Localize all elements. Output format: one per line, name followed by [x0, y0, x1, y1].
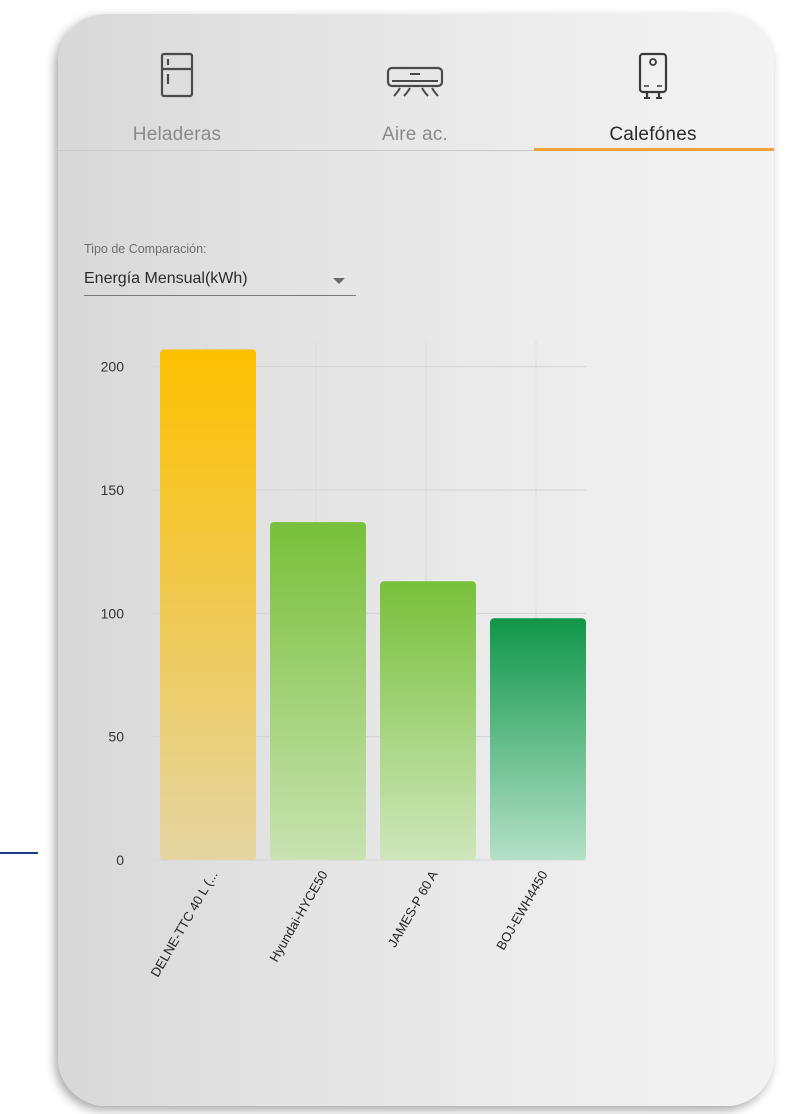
bar[interactable]	[270, 522, 366, 860]
select-value: Energía Mensual(kWh)	[84, 270, 248, 287]
tab-label: Calefónes	[609, 124, 697, 145]
x-tick-label: BOJ-EWH4450	[493, 868, 550, 952]
bar-chart: 0 50 100 150 200 DELNE-TTC 40 L (... Hyundai-…	[101, 342, 586, 980]
select-underline	[84, 295, 356, 296]
chart-bars	[160, 349, 586, 860]
tab-heladeras[interactable]: Heladeras	[58, 14, 296, 152]
bar[interactable]	[490, 618, 586, 860]
comparison-card: Heladeras Aire ac.	[58, 14, 774, 1106]
blue-line	[0, 852, 38, 854]
bar[interactable]	[160, 349, 256, 860]
bar[interactable]	[380, 581, 476, 860]
active-tab-indicator	[534, 148, 774, 151]
y-tick-label: 100	[101, 605, 125, 621]
water-heater-icon	[638, 52, 668, 105]
comparison-type-select[interactable]: Tipo de Comparación: Energía Mensual(kWh…	[84, 242, 356, 298]
category-tabs: Heladeras Aire ac.	[58, 14, 774, 152]
x-tick-label: JAMES-P 60 A	[385, 868, 441, 950]
dropdown-arrow-icon[interactable]	[333, 278, 345, 284]
air-conditioner-icon	[386, 66, 444, 105]
y-axis-ticks: 0 50 100 150 200	[101, 359, 125, 868]
x-tick-label: Hyundai-HYCE50	[266, 868, 330, 964]
tab-label: Heladeras	[132, 124, 222, 145]
tab-divider	[58, 150, 774, 151]
x-tick-label: DELNE-TTC 40 L (...	[148, 868, 221, 980]
tab-aire[interactable]: Aire ac.	[296, 14, 534, 152]
y-tick-label: 200	[101, 359, 125, 375]
y-tick-label: 0	[116, 852, 124, 868]
refrigerator-icon	[160, 52, 194, 103]
tab-calefones[interactable]: Calefónes	[534, 14, 772, 152]
y-tick-label: 150	[101, 482, 125, 498]
x-axis-labels: DELNE-TTC 40 L (... Hyundai-HYCE50 JAMES-P…	[148, 868, 551, 980]
y-tick-label: 50	[108, 729, 124, 745]
tab-label: Aire ac.	[381, 124, 448, 145]
select-caption: Tipo de Comparación:	[84, 242, 207, 256]
